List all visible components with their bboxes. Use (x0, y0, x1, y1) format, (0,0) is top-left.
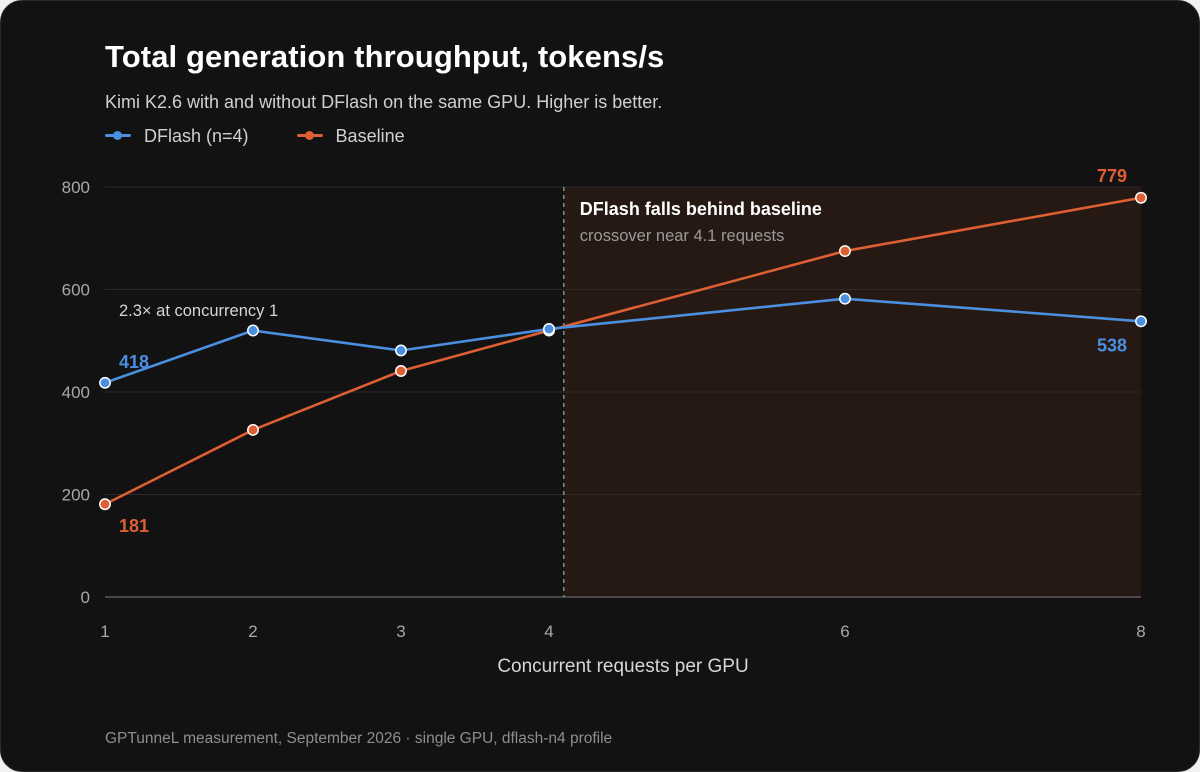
legend: DFlash (n=4) Baseline (105, 125, 453, 147)
data-point-baseline-8 (1135, 191, 1147, 204)
x-axis-title: Concurrent requests per GPU (497, 656, 748, 677)
y-tick-label-0: 0 (81, 588, 90, 607)
footer-source-note: GPTunneL measurement, September 2026 · s… (105, 730, 613, 747)
value-label-baseline-1: 181 (119, 516, 149, 536)
data-point-dflash-4 (543, 323, 555, 335)
concurrency-note: 2.3× at concurrency 1 (119, 302, 278, 320)
crossover-annotation-title: DFlash falls behind baseline (580, 199, 822, 219)
value-label-baseline-8: 779 (1097, 166, 1127, 186)
data-point-dflash-6 (839, 292, 851, 305)
legend-item-dflash: DFlash (n=4) (105, 125, 249, 147)
data-point-dflash-8 (1135, 315, 1147, 328)
legend-swatch-baseline (296, 125, 323, 147)
legend-item-baseline: Baseline (296, 125, 405, 147)
legend-label-baseline: Baseline (335, 125, 405, 146)
data-point-baseline-6 (839, 245, 851, 258)
data-point-baseline-3 (395, 365, 407, 377)
x-tick-label-3: 3 (396, 622, 405, 641)
data-point-dflash-2 (247, 324, 259, 337)
value-labels: 418 538 181 779 (119, 166, 1127, 536)
chart-subtitle: Kimi K2.6 with and without DFlash on the… (105, 92, 663, 112)
x-tick-label-4: 4 (544, 622, 553, 641)
data-point-dflash-1 (99, 376, 111, 389)
legend-swatch-dflash (105, 125, 131, 147)
series-line-baseline (103, 196, 1143, 506)
x-tick-label-6: 6 (840, 622, 849, 641)
value-label-dflash-8: 538 (1097, 335, 1127, 355)
data-point-dflash-3 (395, 344, 407, 357)
series (99, 191, 1147, 511)
axes: 0 200 400 600 800 1 2 3 4 6 8 (62, 178, 1146, 641)
x-tick-label-2: 2 (248, 622, 257, 641)
legend-label-dflash: DFlash (n=4) (144, 125, 249, 146)
x-tick-label-8: 8 (1136, 622, 1145, 641)
data-point-baseline-2 (247, 423, 259, 436)
crossover-annotation-subtitle: crossover near 4.1 requests (580, 227, 785, 245)
y-tick-label-400: 400 (62, 383, 90, 402)
y-tick-label-800: 800 (62, 178, 90, 197)
chart-title: Total generation throughput, tokens/s (105, 39, 665, 74)
value-label-dflash-1: 418 (119, 352, 149, 372)
x-tick-label-1: 1 (100, 622, 109, 641)
gridlines (105, 186, 1141, 598)
y-tick-label-600: 600 (62, 281, 90, 300)
y-tick-label-200: 200 (62, 486, 90, 505)
series-line-dflash (103, 297, 1143, 385)
data-point-baseline-1 (99, 498, 111, 511)
